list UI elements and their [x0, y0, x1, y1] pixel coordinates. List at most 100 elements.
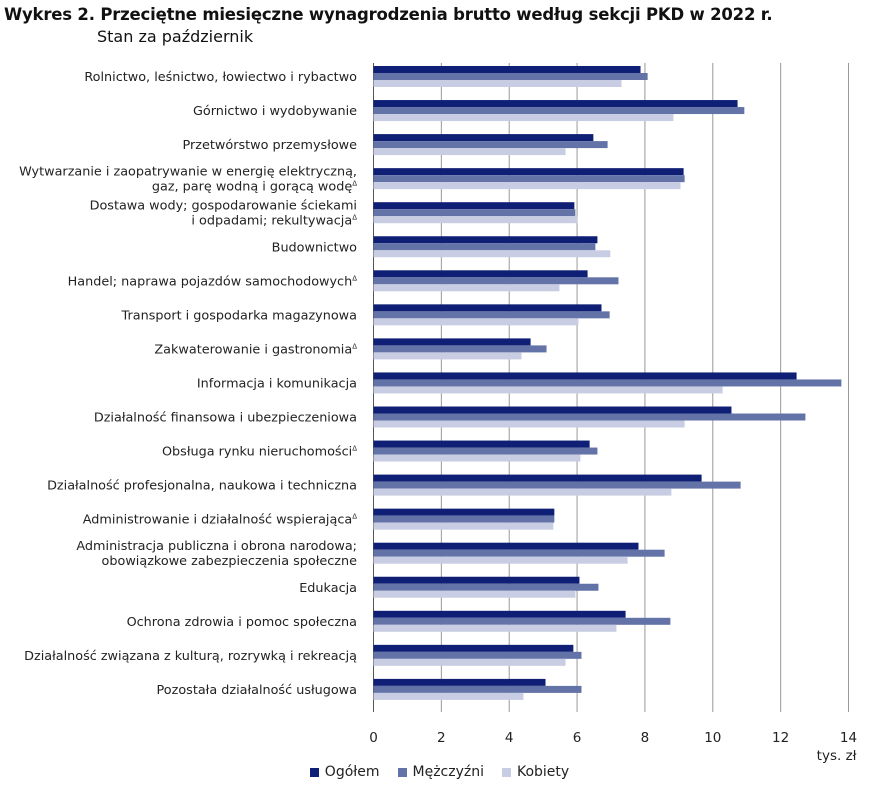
bar-kobiety: [373, 80, 622, 87]
bar-ogółem: [373, 678, 546, 686]
category-label: Transport i gospodarka magazynowa: [121, 308, 357, 323]
x-tick-label: 0: [369, 730, 378, 746]
category-label: Działalność finansowa i ubezpieczeniowa: [94, 411, 357, 426]
category-label: Wytwarzanie i zaopatrywanie w energię el…: [19, 165, 357, 180]
category-label: Przetwórstwo przemysłowe: [183, 138, 358, 153]
legend-swatch: [397, 767, 407, 777]
bar-ogółem: [373, 338, 531, 346]
bar-kobiety: [373, 216, 578, 224]
category-label: Administracja publiczna i obrona narodow…: [76, 539, 357, 554]
bar-mężczyźni: [373, 447, 598, 455]
bar-kobiety: [373, 624, 617, 632]
bar-ogółem: [373, 66, 641, 73]
category-label: obowiązkowe zabezpieczenia społeczne: [102, 554, 358, 569]
legend-item: Kobiety: [501, 764, 570, 780]
legend-swatch: [501, 767, 511, 777]
bar-ogółem: [373, 644, 574, 652]
category-label: Handel; naprawa pojazdów samochodowychΔ: [68, 274, 358, 289]
bar-kobiety: [373, 556, 628, 564]
bar-mężczyźni: [373, 141, 608, 149]
x-tick-label: 2: [437, 730, 446, 746]
bar-kobiety: [373, 692, 524, 700]
bar-ogółem: [373, 134, 594, 142]
bar-ogółem: [373, 508, 555, 516]
bar-mężczyźni: [373, 73, 648, 80]
bar-kobiety: [373, 284, 560, 292]
category-label: Dostawa wody; gospodarowanie ściekami: [90, 199, 357, 214]
category-label: Pozostała działalność usługowa: [157, 683, 357, 698]
category-label: Budownictwo: [272, 240, 357, 255]
category-label: Obsługa rynku nieruchomościΔ: [162, 445, 357, 460]
category-label: Zakwaterowanie i gastronomiaΔ: [154, 342, 357, 357]
bar-kobiety: [373, 114, 674, 122]
bar-kobiety: [373, 386, 723, 394]
category-label: Ochrona zdrowia i pomoc społeczna: [127, 615, 357, 630]
x-tick-label: 12: [772, 730, 789, 746]
chart-title: Wykres 2. Przeciętne miesięczne wynagrod…: [4, 5, 773, 24]
bar-mężczyźni: [373, 243, 596, 251]
bar-kobiety: [373, 182, 681, 190]
bar-ogółem: [373, 542, 639, 550]
bar-ogółem: [373, 168, 684, 176]
bar-ogółem: [373, 474, 702, 482]
bar-mężczyźni: [373, 107, 745, 115]
bar-mężczyźni: [373, 379, 842, 387]
category-label: Informacja i komunikacja: [197, 376, 357, 391]
bar-mężczyźni: [373, 617, 671, 625]
legend: Ogółem Mężczyźni Kobiety: [0, 764, 879, 780]
bar-kobiety: [373, 488, 672, 496]
category-label: gaz, parę wodną i gorącą wodęΔ: [152, 180, 357, 195]
bar-mężczyźni: [373, 515, 555, 523]
legend-item: Mężczyźni: [397, 764, 484, 780]
x-tick-label: 8: [641, 730, 650, 746]
bar-mężczyźni: [373, 549, 665, 557]
bar-kobiety: [373, 658, 566, 666]
legend-label: Mężczyźni: [412, 764, 484, 780]
x-axis-label: tys. zł: [817, 748, 857, 764]
bar-ogółem: [373, 270, 588, 278]
bar-ogółem: [373, 440, 590, 448]
category-label: i odpadami; rekultywacjaΔ: [191, 214, 357, 229]
category-label: Administrowanie i działalność wspierając…: [83, 513, 357, 528]
bar-kobiety: [373, 522, 554, 530]
bar-kobiety: [373, 318, 579, 326]
bar-ogółem: [373, 372, 797, 380]
bar-ogółem: [373, 304, 602, 312]
bar-ogółem: [373, 576, 580, 584]
category-label: Górnictwo i wydobywanie: [193, 104, 357, 119]
category-label: Edukacja: [299, 581, 357, 596]
bar-mężczyźni: [373, 277, 619, 285]
bar-ogółem: [373, 406, 732, 414]
bar-mężczyźni: [373, 651, 582, 659]
bar-mężczyźni: [373, 413, 806, 421]
bar-kobiety: [373, 454, 581, 462]
bar-ogółem: [373, 236, 598, 244]
legend-item: Ogółem: [309, 764, 380, 780]
bar-kobiety: [373, 352, 522, 360]
bar-mężczyźni: [373, 311, 610, 319]
bar-kobiety: [373, 250, 611, 258]
x-tick-label: 6: [573, 730, 582, 746]
bar-kobiety: [373, 420, 685, 428]
category-label: Rolnictwo, leśnictwo, łowiectwo i rybact…: [84, 70, 357, 85]
x-tick-label: 14: [840, 730, 857, 746]
legend-label: Kobiety: [516, 764, 570, 780]
bar-mężczyźni: [373, 345, 547, 353]
legend-swatch: [309, 767, 319, 777]
x-tick-label: 4: [505, 730, 514, 746]
category-label: Działalność związana z kulturą, rozrywką…: [24, 649, 357, 664]
bar-kobiety: [373, 148, 566, 156]
category-label: Działalność profesjonalna, naukowa i tec…: [47, 479, 357, 494]
chart-subtitle: Stan za październik: [97, 27, 254, 46]
bar-ogółem: [373, 202, 575, 210]
x-tick-label: 10: [704, 730, 721, 746]
bar-mężczyźni: [373, 175, 685, 183]
bar-ogółem: [373, 100, 738, 108]
bar-mężczyźni: [373, 685, 582, 693]
bar-ogółem: [373, 610, 626, 618]
bar-mężczyźni: [373, 481, 741, 489]
legend-label: Ogółem: [324, 764, 380, 780]
bar-kobiety: [373, 590, 576, 598]
